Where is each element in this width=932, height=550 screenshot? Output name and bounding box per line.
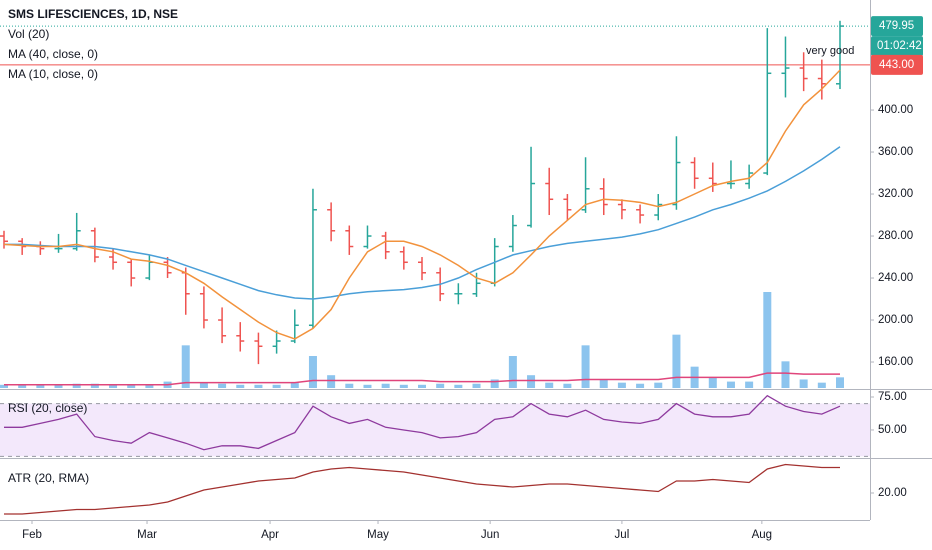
volume-bar: [708, 377, 717, 388]
volume-bar: [527, 375, 536, 388]
volume-bar: [745, 381, 754, 388]
y-tick-label: 320.00: [878, 188, 913, 200]
volume-bar: [18, 384, 27, 388]
last-price-tag: [871, 16, 923, 37]
y-tick-label: 75.00: [878, 391, 907, 403]
volume-bar: [218, 383, 227, 388]
volume-bar: [817, 382, 826, 388]
y-tick-label: 360.00: [878, 146, 913, 158]
volume-bar: [381, 383, 390, 388]
volume-bar: [54, 384, 63, 388]
volume-bar: [272, 384, 281, 388]
x-tick-label: Aug: [752, 529, 772, 541]
volume-bar: [90, 383, 99, 388]
y-tick-label: 20.00: [878, 487, 907, 499]
volume-bar: [799, 379, 808, 388]
y-tick-label: 160.00: [878, 356, 913, 368]
volume-bar: [145, 384, 154, 388]
ma-line: [4, 146, 841, 300]
volume-bar: [654, 382, 663, 388]
volume-bar: [636, 383, 645, 388]
symbol-title: SMS LIFESCIENCES, 1D, NSE: [8, 7, 178, 21]
volume-bar: [327, 375, 336, 388]
x-tick-label: Mar: [137, 529, 157, 541]
price-line-tag: [871, 54, 923, 75]
legend-entry: Vol (20): [8, 27, 49, 41]
volume-bar: [236, 384, 245, 388]
volume-bar: [363, 384, 372, 388]
volume-bar: [254, 384, 263, 388]
volume-bar: [399, 384, 408, 388]
volume-bar: [672, 334, 681, 388]
volume-bar: [508, 356, 517, 388]
y-tick-label: 200.00: [878, 314, 913, 326]
y-tick-label: 400.00: [878, 104, 913, 116]
countdown-label: 01:02:42: [877, 40, 922, 52]
volume-bar: [781, 361, 790, 388]
volume-bar: [763, 292, 772, 388]
volume-bar: [127, 384, 136, 388]
volume-bar: [436, 383, 445, 388]
volume-bar: [490, 379, 499, 388]
last-price-label: 479.95: [879, 20, 914, 32]
volume-bar: [836, 377, 844, 388]
pane-title: ATR (20, RMA): [8, 471, 89, 485]
volume-bar: [36, 384, 45, 388]
legend-entry: MA (10, close, 0): [8, 67, 98, 81]
volume-bar: [454, 384, 463, 388]
ma-line: [3, 69, 841, 340]
x-tick-label: Jul: [615, 529, 630, 541]
volume-bar: [290, 382, 299, 388]
rsi-band: [0, 403, 870, 457]
x-tick-label: Jun: [481, 529, 500, 541]
indicator-line: [4, 394, 841, 451]
x-tick-label: Feb: [22, 529, 42, 541]
volume-bar: [599, 379, 608, 388]
volume-bar: [617, 382, 626, 388]
x-tick-label: Apr: [261, 529, 279, 541]
volume-bar: [109, 384, 118, 388]
volume-bar: [563, 383, 572, 388]
legend-entry: MA (40, close, 0): [8, 47, 98, 61]
volume-bar: [581, 345, 590, 388]
volume-bar: [0, 384, 8, 388]
volume-bar: [545, 382, 554, 388]
y-tick-label: 240.00: [878, 272, 913, 284]
volume-ma-line: [4, 372, 840, 386]
volume-bar: [199, 382, 208, 388]
volume-bar: [181, 345, 190, 388]
volume-bar: [418, 384, 426, 388]
volume-bar: [345, 383, 354, 388]
volume-bar: [308, 356, 317, 388]
x-tick-label: May: [367, 529, 389, 541]
price-line-label: 443.00: [879, 59, 914, 71]
plot-layer: 160.00 200.00 240.00 280.00 320.00 360.00 400.…: [0, 16, 923, 541]
indicator-line: [4, 463, 840, 515]
y-tick-label: 50.00: [878, 424, 907, 436]
volume-bar: [72, 383, 81, 388]
volume-bar: [726, 381, 735, 388]
pane-title: RSI (20, close): [8, 401, 87, 415]
countdown-tag: [871, 36, 923, 57]
y-tick-label: 280.00: [878, 230, 913, 242]
volume-bar: [472, 383, 481, 388]
annotation: very good: [806, 45, 854, 57]
